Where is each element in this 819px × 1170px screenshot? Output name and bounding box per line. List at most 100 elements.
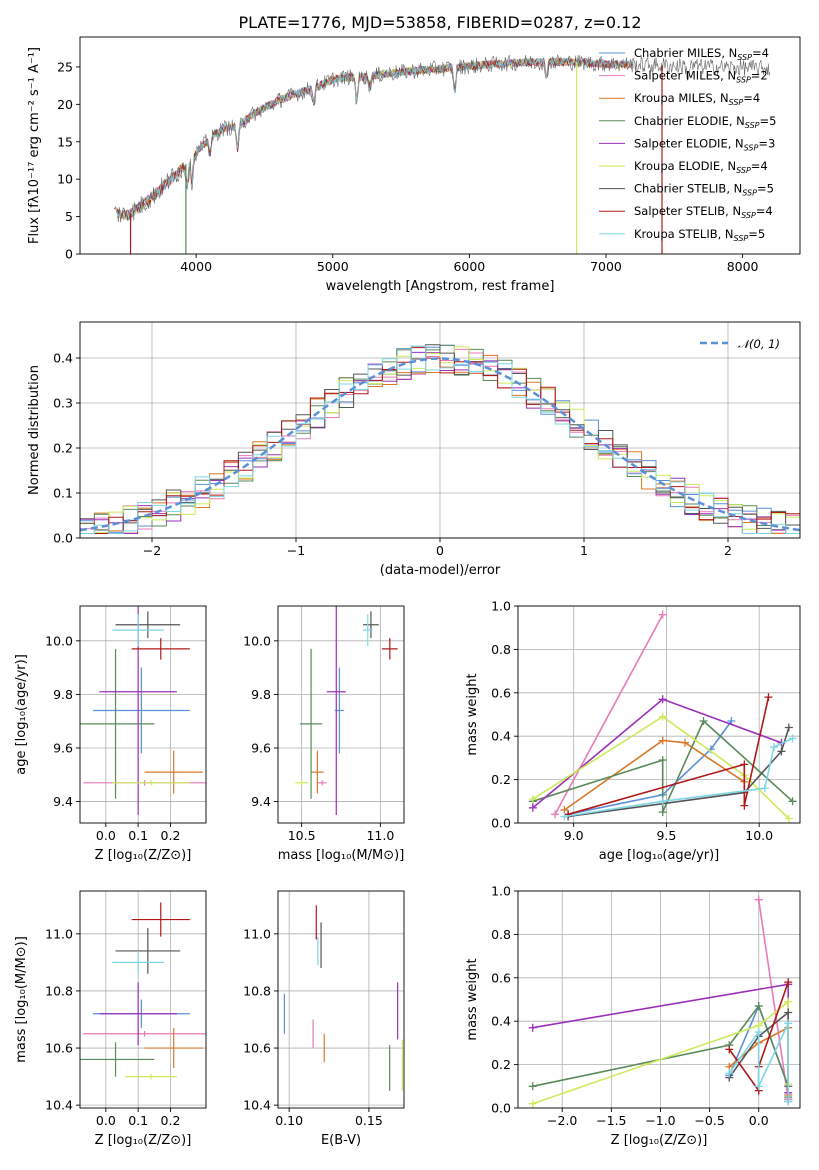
weight-point-marker: [699, 717, 708, 726]
y-tick-label: 0.2: [491, 1057, 511, 1072]
age-vs-mass-axes: 10.5 11.0 9.4 9.6 9.8 10.0 mass [log₁₀(M/M⊙)]: [243, 605, 405, 863]
x-tick-label: −2: [143, 543, 161, 558]
weight-point-marker: [754, 1082, 763, 1091]
errorbar-point: [326, 606, 346, 815]
errorbar-point: [363, 611, 379, 639]
errorbar-point: [80, 648, 155, 799]
weight-series-line: [563, 739, 745, 811]
y-axis-label: Normed distribution: [27, 365, 42, 495]
y-tick-label: 10.6: [45, 1041, 73, 1056]
legend-label: Chabrier STELIB, NSSP=5: [634, 182, 774, 198]
x-tick-label: 8000: [727, 259, 759, 274]
weight-point-marker: [725, 1069, 734, 1078]
spectrum-series-line: [116, 57, 634, 219]
x-tick-label: 0: [436, 543, 444, 558]
spectrum-series-line: [116, 57, 634, 219]
x-tick-label: −1.5: [596, 1113, 626, 1128]
weight-point-marker: [788, 797, 797, 806]
x-axis-label: E(B-V): [321, 1133, 361, 1148]
residuals-plot-area: [80, 344, 800, 534]
x-axis-label: Z [log₁₀(Z/Z⊙)]: [611, 1133, 708, 1148]
errorbar-point: [112, 950, 164, 974]
weight-vs-age-frame: [517, 605, 801, 824]
weight-point-marker: [658, 808, 667, 817]
y-tick-label: 9.4: [53, 794, 73, 809]
figure-title: PLATE=1776, MJD=53858, FIBERID=0287, z=0…: [238, 13, 641, 32]
errorbar-point: [125, 1073, 177, 1080]
y-tick-label: 0.0: [53, 531, 73, 546]
legend-label: Kroupa ELODIE, NSSP=4: [634, 159, 768, 175]
y-axis-label: Flux [fλ10⁻¹⁷ erg cm⁻² s⁻¹ A⁻¹]: [27, 47, 42, 244]
y-tick-label: 9.6: [53, 740, 73, 755]
y-axis-label: mass [log₁₀(M/M⊙)]: [14, 936, 29, 1063]
x-tick-label: 1: [580, 543, 588, 558]
x-tick-label: 4000: [180, 259, 212, 274]
y-axis-label: mass weight: [465, 958, 480, 1040]
y-tick-label: 5: [65, 209, 73, 224]
x-tick-label: 0.2: [161, 828, 181, 843]
weight-point-marker: [740, 760, 749, 769]
weight-vs-age-axes: 9.0 9.5 10.0 0.0 0.2 0.4 0.6 0.8 1.0 age [log₁₀(a…: [465, 599, 801, 863]
weight-series: [560, 734, 797, 821]
y-tick-label: 9.8: [53, 687, 73, 702]
weight-point-marker: [658, 695, 667, 704]
spectrum-series-line: [116, 57, 634, 220]
x-tick-label: 10.5: [288, 828, 316, 843]
weight-point-marker: [658, 756, 667, 765]
weight-series: [551, 610, 667, 819]
y-axis-label: mass weight: [465, 673, 480, 755]
weight-point-marker: [770, 743, 779, 752]
age-vs-mass-frame: [277, 605, 405, 824]
weight-vs-z-plot-area: [528, 895, 793, 1108]
weight-point-marker: [764, 693, 773, 702]
x-tick-label: 9.5: [656, 828, 676, 843]
x-axis-label: Z [log₁₀(Z/Z⊙)]: [95, 848, 192, 863]
errorbar-point: [112, 614, 164, 647]
weight-point-marker: [788, 734, 797, 743]
weight-series: [725, 1019, 793, 1106]
weight-point-marker: [784, 1097, 793, 1106]
x-tick-label: 0.1: [128, 1113, 148, 1128]
mass-vs-z-frame: [79, 890, 207, 1109]
weight-series-line: [567, 696, 770, 816]
age-vs-z-axes: 0.0 0.1 0.2 9.4 9.6 9.8 10.0 Z [log₁₀(Z/Z⊙)] age…: [14, 605, 207, 863]
spectrum-frame: [79, 36, 801, 255]
errorbar-point: [131, 902, 190, 937]
mass-vs-ebv-axes: 0.10 0.15 10.4 10.6 10.8 11.0 E(B-V): [243, 890, 405, 1148]
weight-point-marker: [760, 784, 769, 793]
y-tick-label: 1.0: [491, 599, 511, 614]
weight-point-marker: [784, 1008, 793, 1017]
weight-series-line: [567, 727, 790, 818]
errorbar-point: [83, 1030, 206, 1037]
weight-point-marker: [784, 723, 793, 732]
weight-point-marker: [754, 895, 763, 904]
x-tick-label: −2.0: [547, 1113, 577, 1128]
residual-histogram: [80, 344, 800, 534]
gaussian-legend-label: 𝒩(0, 1): [738, 337, 780, 351]
age-vs-z-plot-area: [80, 606, 206, 815]
x-tick-label: 5000: [317, 259, 349, 274]
errorbar-point: [381, 638, 398, 660]
errorbar-point: [363, 614, 373, 647]
residual-histogram: [80, 345, 800, 534]
x-tick-label: 11.0: [366, 828, 394, 843]
y-tick-label: 0.6: [491, 685, 511, 700]
weight-point-marker: [754, 1028, 763, 1037]
x-tick-label: 0.1: [128, 828, 148, 843]
errorbar-point: [131, 638, 190, 660]
legend-label: Chabrier ELODIE, NSSP=5: [634, 114, 776, 130]
x-tick-label: 0.2: [161, 1113, 181, 1128]
x-tick-label: −1: [287, 543, 305, 558]
y-tick-label: 1.0: [491, 884, 511, 899]
legend-label: Kroupa MILES, NSSP=4: [634, 91, 760, 107]
x-tick-label: 7000: [590, 259, 622, 274]
y-tick-label: 10.6: [243, 1041, 271, 1056]
x-tick-label: −0.5: [694, 1113, 724, 1128]
legend-label: Salpeter STELIB, NSSP=4: [634, 204, 773, 220]
spectrum-legend: Chabrier MILES, NSSP=4 Salpeter MILES, NS…: [599, 46, 776, 243]
y-tick-label: 0.6: [491, 970, 511, 985]
errorbar-point: [300, 648, 323, 799]
weight-vs-age-plot-area: [528, 610, 797, 823]
y-tick-label: 0: [65, 247, 73, 262]
weight-series-line: [757, 899, 789, 1100]
